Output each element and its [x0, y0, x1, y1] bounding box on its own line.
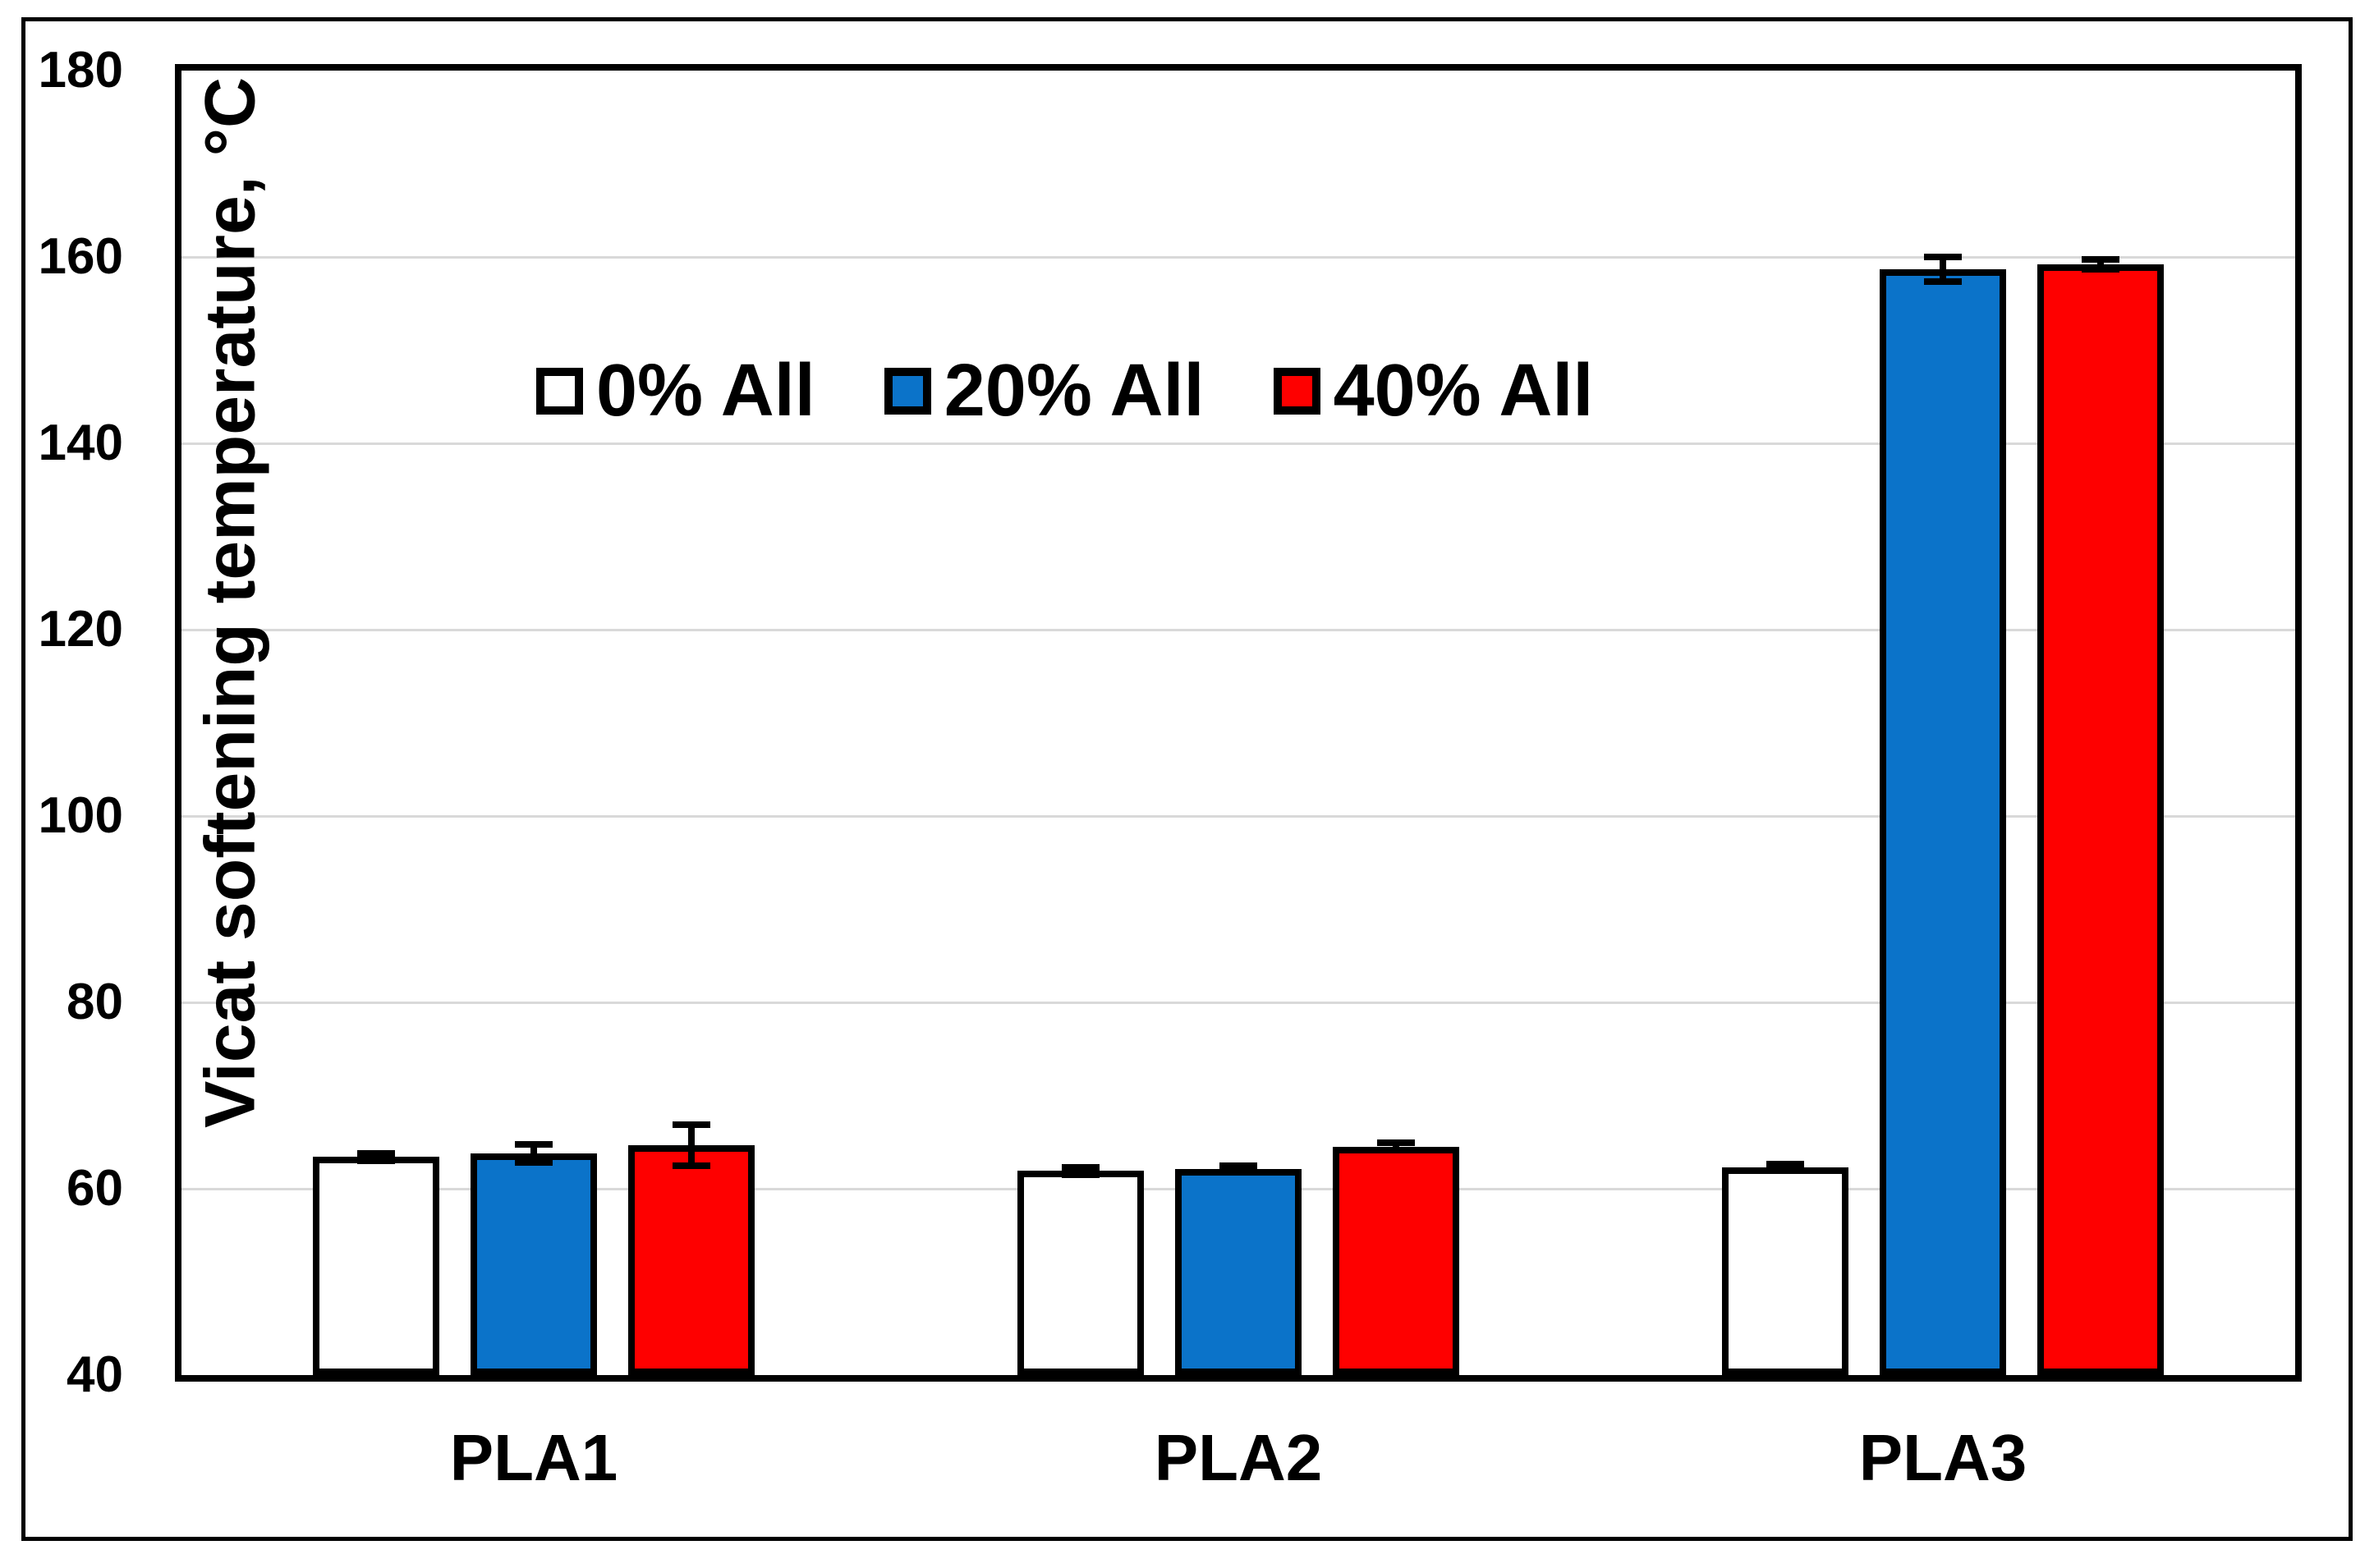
error-bar-cap-bottom: [1219, 1169, 1257, 1176]
y-tick-label-60: 60: [67, 1160, 123, 1217]
y-tick-label-80: 80: [67, 974, 123, 1030]
error-bar-stem: [1077, 1163, 1084, 1178]
error-bar-pla3-0all: [1766, 1160, 1804, 1174]
error-bar-pla1-0all: [357, 1149, 395, 1164]
bar-pla3-40all: [2037, 264, 2164, 1375]
error-bar-cap-bottom: [515, 1159, 553, 1167]
bar-pla2-20all: [1175, 1169, 1302, 1375]
error-bar-cap-bottom: [1377, 1147, 1415, 1154]
error-bar-pla2-20all: [1219, 1162, 1257, 1176]
legend-label-0pct: 0% All: [596, 350, 815, 432]
x-axis-category-labels: PLA1 PLA2 PLA3: [181, 1423, 2295, 1493]
gridline-80: [181, 1001, 2295, 1004]
legend-swatch-40pct: [1273, 367, 1320, 415]
x-category-label-pla3: PLA3: [1858, 1421, 2027, 1494]
error-bar-pla2-0all: [1062, 1163, 1100, 1178]
y-tick-label-180: 180: [38, 42, 123, 99]
legend-item-20pct: 20% All: [884, 354, 1205, 428]
legend: 0% All 20% All 40% All: [536, 354, 1593, 428]
bars-layer: [181, 71, 2295, 1375]
y-tick-label-140: 140: [38, 415, 123, 471]
bar-pla2-0all: [1017, 1171, 1144, 1375]
error-bar-stem: [373, 1149, 379, 1164]
error-bar-stem: [688, 1121, 695, 1169]
error-bar-cap-bottom: [2082, 265, 2119, 273]
bar-pla3-0all: [1722, 1167, 1848, 1375]
plot-area: Vicat softening temperature, °C 0% All 2…: [175, 64, 2302, 1382]
error-bar-cap-bottom: [1062, 1171, 1100, 1178]
bar-pla2-40all: [1333, 1146, 1459, 1375]
error-bar-cap-bottom: [1766, 1167, 1804, 1174]
error-bar-cap-bottom: [357, 1157, 395, 1164]
error-bar-pla3-20all: [1924, 254, 1962, 285]
error-bar-pla1-20all: [515, 1140, 553, 1167]
legend-swatch-0pct: [536, 367, 583, 415]
category-slot-pla1: [181, 71, 886, 1375]
bar-pla3-20all: [1880, 268, 2006, 1375]
error-bar-stem: [1940, 254, 1946, 285]
y-tick-label-160: 160: [38, 228, 123, 285]
legend-label-20pct: 20% All: [944, 350, 1205, 432]
y-tick-label-100: 100: [38, 787, 123, 844]
y-axis-tick-labels: 40 60 80 100 120 140 160 180: [0, 0, 123, 1568]
gridline-120: [181, 628, 2295, 631]
category-slot-pla3: [1591, 71, 2295, 1375]
error-bar-cap-bottom: [673, 1162, 710, 1169]
error-bar-pla1-40all: [673, 1121, 710, 1169]
error-bar-stem: [1393, 1139, 1399, 1154]
gridline-140: [181, 442, 2295, 445]
gridline-100: [181, 814, 2295, 818]
gridline-160: [181, 255, 2295, 259]
category-slot-pla2: [886, 71, 1591, 1375]
legend-swatch-20pct: [884, 367, 931, 415]
legend-label-40pct: 40% All: [1333, 350, 1594, 432]
error-bar-stem: [2097, 256, 2104, 273]
y-tick-label-40: 40: [67, 1346, 123, 1403]
bar-pla1-20all: [471, 1153, 597, 1375]
error-bar-pla2-40all: [1377, 1139, 1415, 1154]
error-bar-stem: [530, 1140, 537, 1167]
legend-item-0pct: 0% All: [536, 354, 815, 428]
x-category-label-pla2: PLA2: [1154, 1421, 1323, 1494]
error-bar-pla3-40all: [2082, 256, 2119, 273]
bar-pla1-0all: [313, 1157, 439, 1375]
error-bar-cap-bottom: [1924, 277, 1962, 285]
y-tick-label-120: 120: [38, 601, 123, 658]
bar-pla1-40all: [628, 1144, 755, 1375]
legend-item-40pct: 40% All: [1273, 350, 1594, 432]
x-category-label-pla1: PLA1: [449, 1421, 618, 1494]
